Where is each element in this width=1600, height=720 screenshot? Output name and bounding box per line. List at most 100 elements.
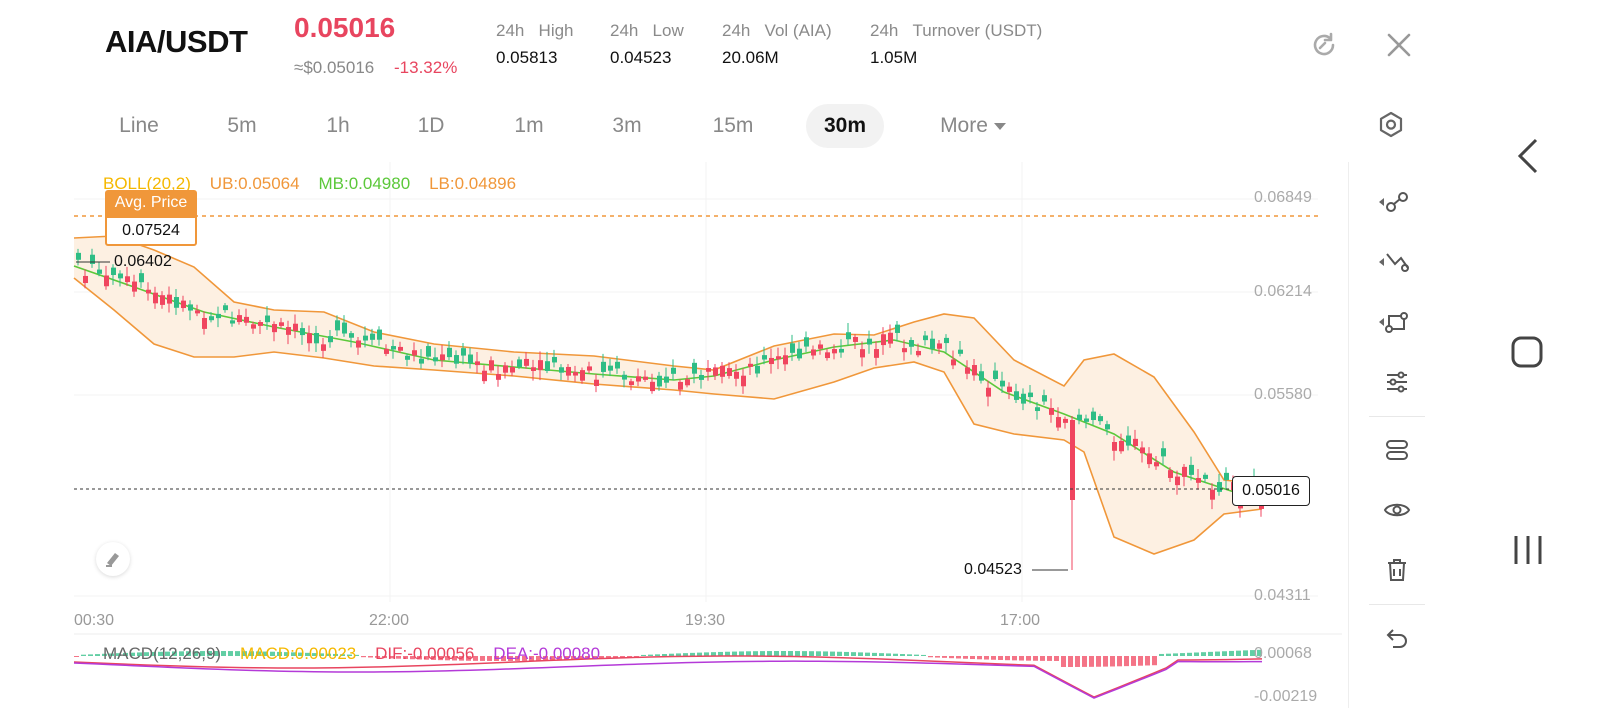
candle-body [1189,464,1194,475]
macd-bar [361,656,366,658]
macd-dea-line [73,660,1263,699]
candle-body [426,346,431,357]
macd-bar [298,652,303,656]
macd-bar [1012,656,1017,661]
layers-tool[interactable] [1371,430,1423,470]
candle-body [678,381,683,390]
macd-bar [942,656,947,658]
macd-bar [1159,653,1164,656]
macd-bar [578,656,583,660]
node-line-icon [1386,192,1408,212]
macd-bar [354,654,359,656]
macd-bar [704,652,709,656]
macd-bar [102,653,107,656]
recents-icon[interactable] [1510,530,1546,570]
macd-bar [151,651,156,656]
node-line-tool[interactable] [1371,182,1423,222]
macd-bar [774,651,779,656]
indicator-settings-tool[interactable] [1371,362,1423,402]
macd-bar [536,656,541,661]
chart-settings-icon[interactable] [1376,110,1406,140]
tab-1m[interactable]: 1m [514,114,544,137]
macd-bar [242,651,247,656]
close-icon[interactable] [1384,30,1414,60]
candle-body [216,313,221,319]
candle-body [783,355,788,365]
avg-price-tag-label: Avg. Price [105,190,197,216]
candle-body [1049,407,1054,415]
macd-bar [928,656,933,658]
macd-bar [424,656,429,660]
candle-body [370,333,375,340]
macd-bar [144,652,149,656]
candle-body [972,365,977,376]
trend-line-tool[interactable] [1371,242,1423,282]
macd-bar [1180,653,1185,656]
macd-bar [543,656,548,661]
stat-low-value: 0.04523 [610,48,672,67]
candle-body [594,379,599,387]
macd-bar [214,651,219,656]
macd-bar [158,651,163,656]
macd-bar [1187,652,1192,656]
macd-bar [1145,656,1150,666]
macd-bar [809,651,814,656]
kline-chart[interactable]: BOLL(20,2) UB:0.05064 MB:0.04980 LB:0.04… [73,162,1342,708]
macd-bar [179,651,184,656]
macd-bar [473,656,478,661]
candle-body [713,367,718,376]
refresh-icon[interactable] [1309,30,1339,60]
candle-body [1021,393,1026,404]
price-axis-label-2: 0.06214 [1254,283,1312,300]
boll-lb: LB:0.04896 [429,174,517,193]
tab-line[interactable]: Line [119,114,159,137]
caret-down-icon [993,122,1006,130]
tab-3m[interactable]: 3m [612,114,642,137]
candle-body [797,348,802,359]
tab-15m[interactable]: 15m [712,114,754,137]
macd-bar [459,656,464,661]
macd-bar [732,651,737,656]
macd-bar [1250,650,1255,656]
macd-bar [1019,656,1024,661]
drawing-toggle-icon[interactable] [96,542,130,576]
macd-bar [221,651,226,656]
macd-bar [326,653,331,656]
macd-bar [172,651,177,656]
candle-body [832,349,837,354]
boll-label: BOLL(20,2) [103,174,191,193]
candle-body [188,304,193,311]
candle-body [195,310,200,314]
price-change-percent: -13.32% [394,58,458,77]
tab-30m[interactable]: 30m [806,104,884,148]
tab-more[interactable]: More [928,104,1018,148]
macd-bar [515,656,520,661]
macd-bar [746,651,751,656]
macd-bar [620,656,625,658]
macd-bar [494,656,499,661]
macd-bar [571,656,576,660]
delete-tool[interactable] [1371,550,1423,590]
macd-bar [340,654,345,656]
candle-body [909,340,914,347]
home-square-icon[interactable] [1510,332,1546,372]
tab-5m[interactable]: 5m [227,114,257,137]
tab-1d[interactable]: 1D [417,114,445,137]
candle-body [244,316,249,323]
shape-tool[interactable] [1371,302,1423,342]
visibility-tool[interactable] [1371,490,1423,530]
candle-body [286,327,291,335]
candle-body [881,334,886,346]
back-chevron-icon[interactable] [1510,136,1546,176]
candle-body [440,354,445,361]
low-marker-value: 0.04523 [964,561,1022,578]
undo-tool[interactable] [1371,618,1423,658]
candle-body [279,322,284,326]
candle-body [482,370,487,382]
candle-body [951,359,956,366]
tab-1h[interactable]: 1h [326,114,350,137]
macd-label: MACD(12,26,9) [103,644,222,663]
macd-bar [1033,656,1038,661]
macd-bar [893,653,898,656]
macd-bar [431,656,436,660]
